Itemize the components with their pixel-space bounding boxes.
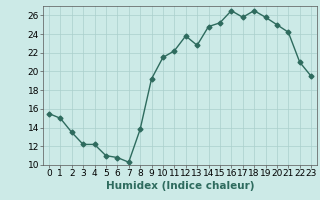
X-axis label: Humidex (Indice chaleur): Humidex (Indice chaleur)	[106, 181, 254, 191]
